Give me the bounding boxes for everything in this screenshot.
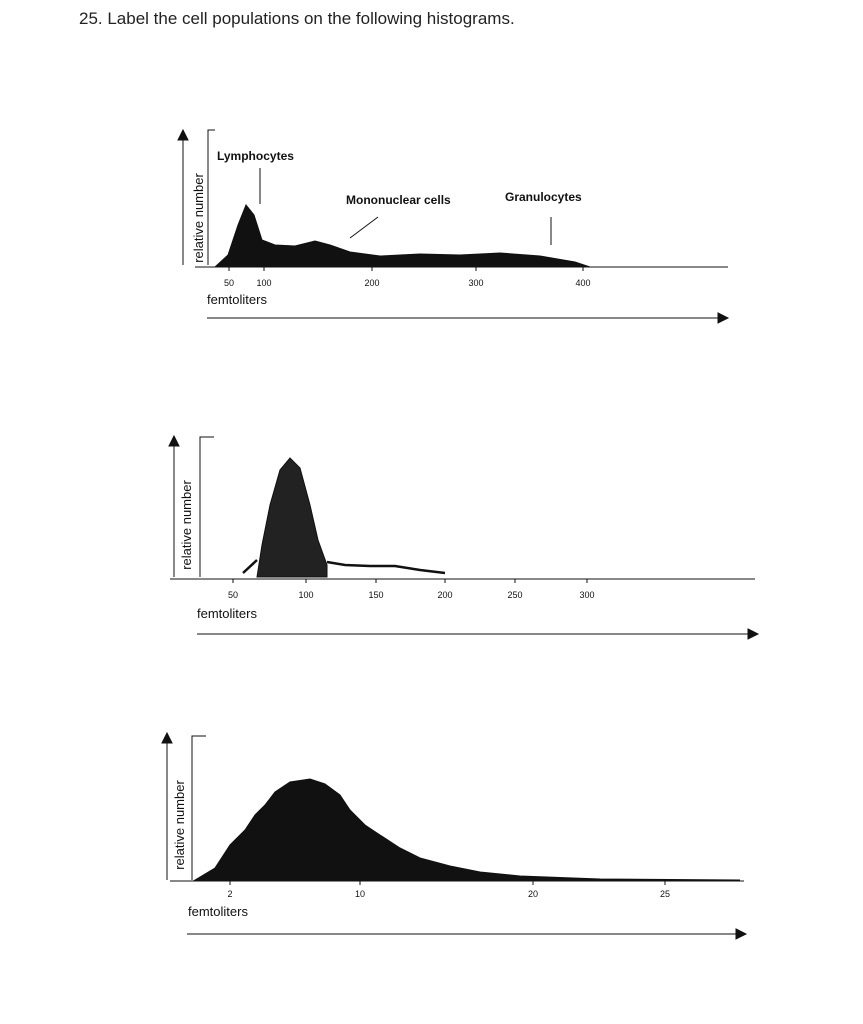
y-axis: [191, 735, 206, 880]
y-arrow: [168, 434, 180, 577]
y-axis: [207, 129, 215, 265]
x-tick-label: 10: [355, 889, 365, 899]
histogram-2: [168, 434, 760, 640]
x-label: femtoliters: [197, 606, 257, 621]
x-label: femtoliters: [207, 292, 267, 307]
x-arrow: [207, 312, 730, 324]
x-tick-label: 2: [227, 889, 232, 899]
x-tick-label: 50: [228, 590, 238, 600]
x-tick-label: 300: [468, 278, 483, 288]
y-label: relative number: [179, 480, 194, 570]
x-label: femtoliters: [188, 904, 248, 919]
y-axis: [199, 436, 214, 577]
x-tick-label: 250: [507, 590, 522, 600]
x-tick-label: 100: [298, 590, 313, 600]
y-label: relative number: [172, 780, 187, 870]
x-tick-label: 200: [437, 590, 452, 600]
distribution: [256, 457, 328, 578]
annotation: Mononuclear cells: [346, 193, 451, 207]
annotation: Granulocytes: [505, 190, 582, 204]
distribution: [213, 204, 591, 268]
distribution-tail: [242, 559, 446, 575]
x-tick-label: 400: [575, 278, 590, 288]
x-tick-label: 20: [528, 889, 538, 899]
x-tick-label: 50: [224, 278, 234, 288]
x-tick-label: 150: [368, 590, 383, 600]
y-label: relative number: [191, 173, 206, 263]
histogram-3: [161, 731, 748, 940]
x-arrow: [187, 928, 748, 940]
histogram-1: [177, 128, 730, 324]
x-tick-label: 300: [579, 590, 594, 600]
pointer: [259, 168, 552, 245]
x-tick-label: 200: [364, 278, 379, 288]
x-arrow: [197, 628, 760, 640]
y-arrow: [177, 128, 189, 265]
x-tick-label: 100: [256, 278, 271, 288]
annotation: Lymphocytes: [217, 149, 294, 163]
y-arrow: [161, 731, 173, 880]
question: 25. Label the cell populations on the fo…: [79, 9, 515, 28]
distribution: [193, 778, 741, 881]
x-tick-label: 25: [660, 889, 670, 899]
